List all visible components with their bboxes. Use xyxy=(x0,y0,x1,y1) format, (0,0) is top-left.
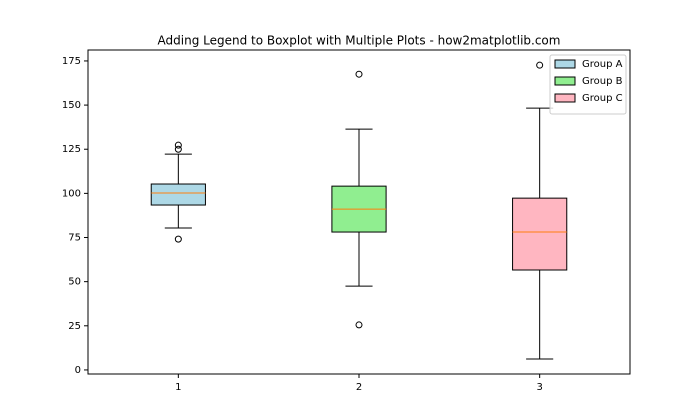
flier xyxy=(536,61,544,69)
y-tick-label: 150 xyxy=(62,100,81,111)
flier xyxy=(355,70,363,78)
y-tick-label: 75 xyxy=(68,233,81,244)
legend-label: Group A xyxy=(582,59,623,70)
legend-label: Group B xyxy=(582,76,623,87)
box xyxy=(512,197,568,271)
flier xyxy=(174,235,182,243)
y-tick-label: 175 xyxy=(62,56,81,67)
chart-title: Adding Legend to Boxplot with Multiple P… xyxy=(158,34,561,48)
x-tick-label: 1 xyxy=(175,382,181,393)
legend-swatch xyxy=(554,76,576,86)
y-tick-label: 50 xyxy=(68,277,81,288)
y-tick-label: 100 xyxy=(62,188,81,199)
x-tick-label: 2 xyxy=(356,382,362,393)
legend-swatch xyxy=(554,93,576,103)
flier xyxy=(174,141,182,149)
y-tick-label: 125 xyxy=(62,144,81,155)
y-tick-label: 25 xyxy=(68,321,81,332)
y-tick-label: 0 xyxy=(75,365,81,376)
flier xyxy=(355,321,363,329)
legend-label: Group C xyxy=(582,93,623,104)
plot-frame xyxy=(87,49,631,375)
legend-swatch xyxy=(554,59,576,69)
box xyxy=(150,183,206,206)
flier xyxy=(174,145,182,153)
x-tick-label: 3 xyxy=(536,382,542,393)
